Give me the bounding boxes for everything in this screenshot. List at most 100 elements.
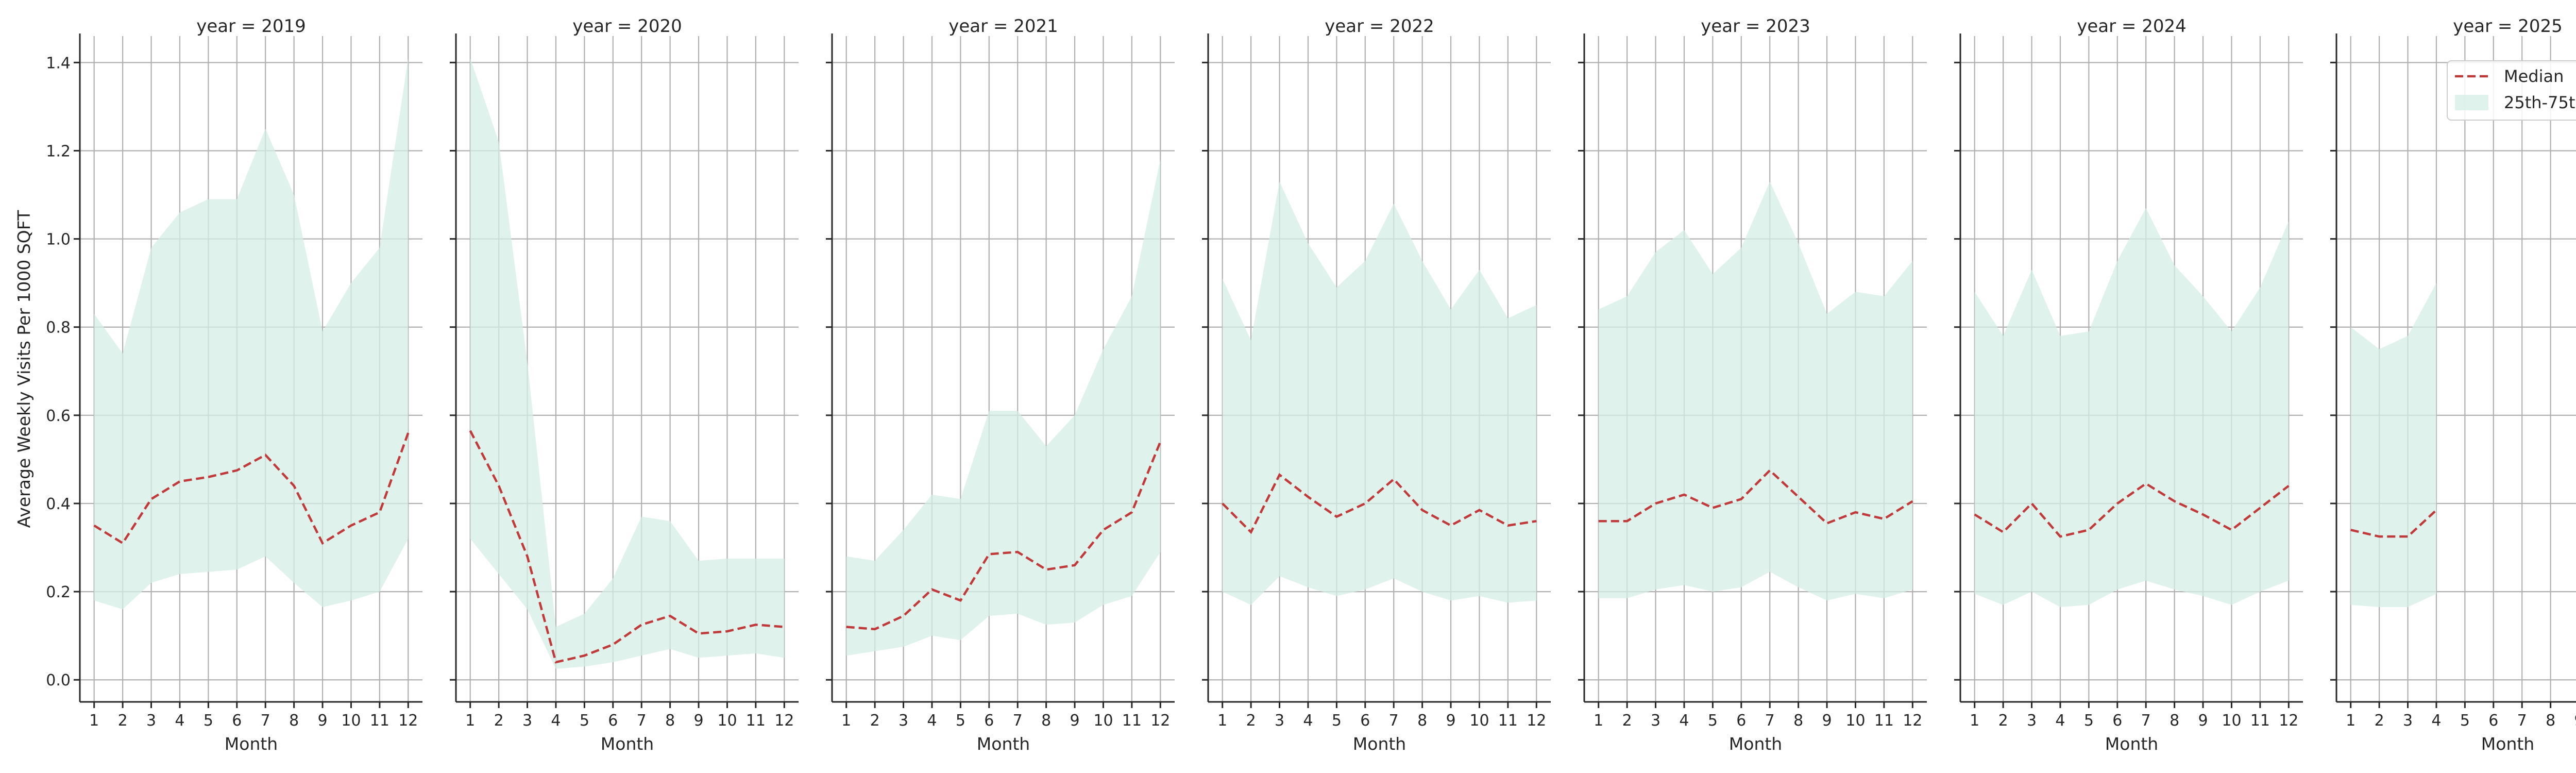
x-tick-label: 8 (1793, 712, 1803, 730)
x-axis-label: Month (2105, 734, 2158, 754)
legend-median-label: Median (2504, 66, 2564, 86)
x-tick-label: 7 (1765, 712, 1775, 730)
x-tick-label: 1 (2346, 712, 2355, 730)
legend: Median 25th-75th Percentile (2447, 60, 2576, 121)
percentile-band (1222, 181, 1537, 605)
x-tick-label: 7 (2517, 712, 2527, 730)
panel-title: year = 2023 (1701, 16, 1810, 37)
percentile-band (846, 159, 1161, 656)
x-tick-label: 8 (1041, 712, 1051, 730)
y-tick-label: 1.2 (46, 142, 71, 160)
x-tick-label: 11 (1498, 712, 1518, 730)
x-tick-label: 11 (1874, 712, 1894, 730)
x-tick-label: 9 (1070, 712, 1079, 730)
x-tick-label: 12 (1150, 712, 1170, 730)
x-tick-label: 4 (551, 712, 561, 730)
x-tick-label: 9 (1822, 712, 1832, 730)
median-line (1222, 473, 1537, 534)
x-tick-label: 11 (1122, 712, 1142, 730)
x-tick-label: 1 (1970, 712, 1979, 730)
x-tick-label: 2 (1998, 712, 2008, 730)
x-tick-label: 6 (1360, 712, 1370, 730)
median-line (1598, 468, 1913, 525)
panel-title: year = 2024 (2077, 16, 2186, 37)
x-tick-label: 3 (522, 712, 532, 730)
x-tick-label: 3 (146, 712, 156, 730)
x-tick-label: 6 (1736, 712, 1746, 730)
x-tick-label: 3 (1275, 712, 1284, 730)
x-tick-label: 8 (665, 712, 675, 730)
x-tick-label: 7 (1389, 712, 1399, 730)
panel-title: year = 2025 (2453, 16, 2562, 37)
x-tick-label: 11 (2250, 712, 2270, 730)
y-tick-label: 0.2 (46, 583, 71, 601)
y-tick-label: 1.4 (46, 54, 71, 72)
x-tick-label: 10 (341, 712, 361, 730)
legend-band-swatch (2455, 95, 2488, 110)
x-tick-label: 6 (984, 712, 994, 730)
x-tick-label: 5 (1332, 712, 1342, 730)
x-tick-label: 8 (289, 712, 299, 730)
x-tick-label: 7 (1013, 712, 1023, 730)
x-tick-label: 3 (2403, 712, 2413, 730)
x-tick-label: 2 (1246, 712, 1256, 730)
y-axis-label: Average Weekly Visits Per 1000 SQFT (14, 210, 34, 528)
x-axis-label: Month (601, 734, 654, 754)
x-tick-label: 4 (1679, 712, 1689, 730)
x-tick-label: 7 (261, 712, 270, 730)
x-tick-label: 4 (2431, 712, 2441, 730)
panel-2019: 0.00.20.40.60.81.01.21.41 2 3 4 5 6 7 8 9 10 11 12M… (46, 16, 422, 754)
x-tick-label: 9 (2198, 712, 2208, 730)
median-line (846, 441, 1162, 631)
x-tick-label: 1 (465, 712, 475, 730)
x-tick-label: 5 (1708, 712, 1718, 730)
x-tick-label: 6 (608, 712, 618, 730)
x-axis-label: Month (225, 734, 278, 754)
median-line (469, 430, 785, 664)
y-tick-label: 0.6 (46, 407, 71, 425)
x-tick-label: 12 (2279, 712, 2298, 730)
x-tick-label: 10 (2222, 712, 2241, 730)
x-tick-label: 2 (118, 712, 128, 730)
x-tick-label: 12 (398, 712, 418, 730)
x-tick-label: 1 (1217, 712, 1227, 730)
x-tick-label: 3 (2027, 712, 2037, 730)
x-tick-label: 5 (2084, 712, 2094, 730)
x-axis-label: Month (1729, 734, 1782, 754)
x-tick-label: 8 (2170, 712, 2179, 730)
y-tick-label: 0.4 (46, 495, 71, 513)
x-tick-label: 2 (494, 712, 504, 730)
x-tick-label: 2 (1622, 712, 1632, 730)
x-tick-label: 1 (89, 712, 99, 730)
median-line (2350, 509, 2437, 538)
percentile-band (1598, 181, 1913, 601)
y-tick-label: 1.0 (46, 231, 71, 249)
panel-title: year = 2022 (1325, 16, 1434, 37)
panel-title: year = 2019 (196, 16, 306, 37)
y-tick-label: 0.0 (46, 671, 71, 690)
x-tick-label: 5 (2460, 712, 2470, 730)
x-tick-label: 6 (232, 712, 242, 730)
x-tick-label: 8 (1417, 712, 1427, 730)
legend-band-label: 25th-75th Percentile (2504, 93, 2576, 112)
x-tick-label: 1 (841, 712, 851, 730)
x-axis-label: Month (977, 734, 1030, 754)
x-tick-label: 3 (1651, 712, 1660, 730)
x-tick-label: 3 (899, 712, 908, 730)
x-tick-label: 12 (774, 712, 794, 730)
x-tick-label: 12 (1527, 712, 1546, 730)
x-tick-label: 9 (1446, 712, 1455, 730)
x-axis-label: Month (2481, 734, 2534, 754)
x-tick-label: 4 (927, 712, 937, 730)
x-axis-label: Month (1353, 734, 1406, 754)
x-tick-label: 7 (637, 712, 647, 730)
percentile-band (1974, 208, 2289, 608)
x-tick-label: 4 (2055, 712, 2065, 730)
